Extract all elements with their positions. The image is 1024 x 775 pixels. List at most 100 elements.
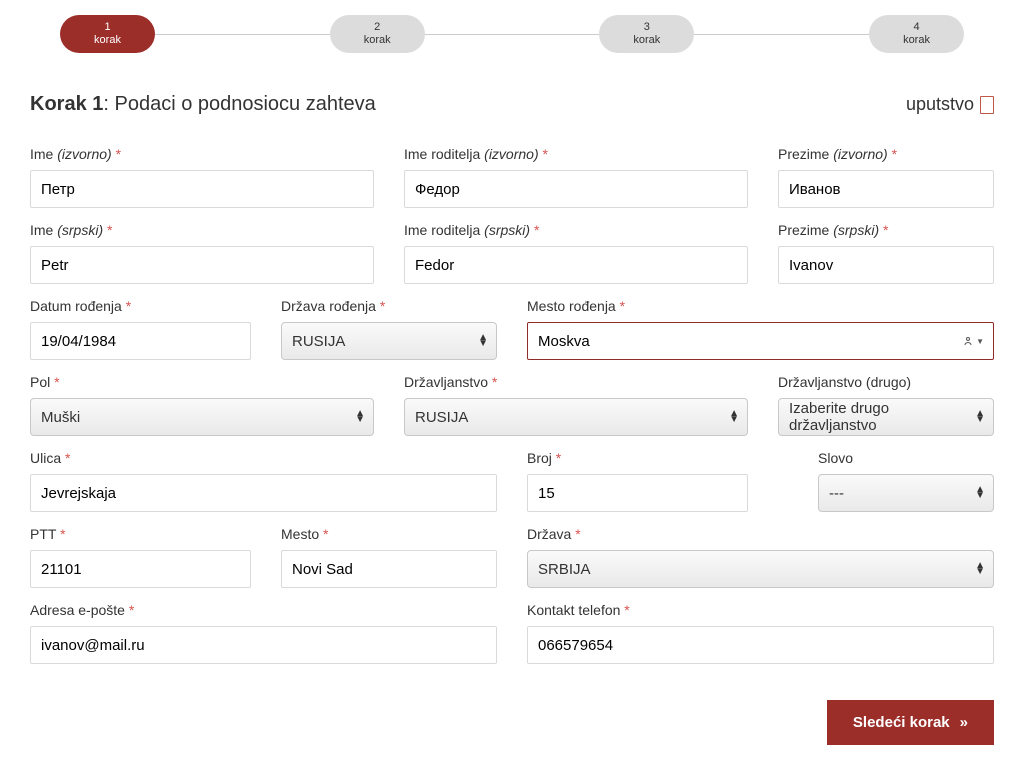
label-prezime-izvorno: Prezime (izvorno) * (778, 146, 994, 162)
field-ime-izvorno: Ime (izvorno) * (30, 146, 374, 208)
page-header: Korak 1: Podaci o podnosiocu zahteva upu… (30, 93, 994, 116)
step-4[interactable]: 4 korak (869, 15, 964, 53)
label-mesto: Mesto * (281, 526, 497, 542)
input-telefon[interactable] (527, 626, 994, 664)
label-drzavljanstvo: Državljanstvo * (404, 374, 748, 390)
input-mesto[interactable] (281, 550, 497, 588)
input-ime-roditelja-srpski[interactable] (404, 246, 748, 284)
step-label: korak (633, 34, 660, 47)
field-ptt: PTT * (30, 526, 251, 588)
select-value: Izaberite drugo državljanstvo (789, 400, 967, 434)
field-prezime-srpski: Prezime (srpski) * (778, 222, 994, 284)
field-ime-roditelja-srpski: Ime roditelja (srpski) * (404, 222, 748, 284)
label-drzava-rodjenja: Država rođenja * (281, 298, 497, 314)
label-ptt: PTT * (30, 526, 251, 542)
step-label: korak (94, 34, 121, 47)
select-value: SRBIJA (538, 561, 591, 578)
field-ime-roditelja-izvorno: Ime roditelja (izvorno) * (404, 146, 748, 208)
field-email: Adresa e-pošte * (30, 602, 497, 664)
chevron-right-icon: » (960, 714, 968, 731)
help-link[interactable]: uputstvo (906, 94, 994, 115)
select-drzava[interactable]: SRBIJA ▲▼ (527, 550, 994, 588)
label-prezime-srpski: Prezime (srpski) * (778, 222, 994, 238)
next-step-button[interactable]: Sledeći korak » (827, 700, 994, 745)
label-ulica: Ulica * (30, 450, 497, 466)
input-mesto-rodjenja[interactable] (527, 322, 994, 360)
input-ulica[interactable] (30, 474, 497, 512)
select-value: RUSIJA (292, 333, 345, 350)
updown-icon: ▲▼ (975, 487, 985, 499)
field-ime-srpski: Ime (srpski) * (30, 222, 374, 284)
input-prezime-srpski[interactable] (778, 246, 994, 284)
step-connector (155, 34, 330, 35)
field-slovo: Slovo --- ▲▼ (778, 450, 994, 512)
field-mesto: Mesto * (281, 526, 497, 588)
label-pol: Pol * (30, 374, 374, 390)
next-step-label: Sledeći korak (853, 714, 950, 731)
field-mesto-rodjenja: Mesto rođenja * ▼ (527, 298, 994, 360)
select-value: Muški (41, 409, 80, 426)
step-number: 1 (104, 21, 110, 34)
form-footer: Sledeći korak » (30, 700, 994, 745)
step-number: 4 (913, 21, 919, 34)
step-connector (425, 34, 600, 35)
field-drzavljanstvo: Državljanstvo * RUSIJA ▲▼ (404, 374, 748, 436)
select-pol[interactable]: Muški ▲▼ (30, 398, 374, 436)
select-slovo[interactable]: --- ▲▼ (818, 474, 994, 512)
select-value: --- (829, 485, 844, 502)
applicant-form: Ime (izvorno) * Ime roditelja (izvorno) … (30, 146, 994, 664)
select-drzava-rodjenja[interactable]: RUSIJA ▲▼ (281, 322, 497, 360)
label-ime-roditelja-izvorno: Ime roditelja (izvorno) * (404, 146, 748, 162)
select-drzavljanstvo-drugo[interactable]: Izaberite drugo državljanstvo ▲▼ (778, 398, 994, 436)
step-number: 2 (374, 21, 380, 34)
label-ime-roditelja-srpski: Ime roditelja (srpski) * (404, 222, 748, 238)
field-prezime-izvorno: Prezime (izvorno) * (778, 146, 994, 208)
autocomplete-icon[interactable]: ▼ (962, 335, 984, 347)
select-value: RUSIJA (415, 409, 468, 426)
help-link-label: uputstvo (906, 94, 974, 115)
field-pol: Pol * Muški ▲▼ (30, 374, 374, 436)
label-telefon: Kontakt telefon * (527, 602, 994, 618)
label-email: Adresa e-pošte * (30, 602, 497, 618)
field-drzava-rodjenja: Država rođenja * RUSIJA ▲▼ (281, 298, 497, 360)
label-drzavljanstvo-drugo: Državljanstvo (drugo) (778, 374, 994, 390)
field-ulica: Ulica * (30, 450, 497, 512)
step-label: korak (903, 34, 930, 47)
input-ime-izvorno[interactable] (30, 170, 374, 208)
input-ptt[interactable] (30, 550, 251, 588)
step-label: korak (364, 34, 391, 47)
updown-icon: ▲▼ (975, 411, 985, 423)
label-ime-srpski: Ime (srpski) * (30, 222, 374, 238)
step-number: 3 (644, 21, 650, 34)
input-broj[interactable] (527, 474, 748, 512)
field-telefon: Kontakt telefon * (527, 602, 994, 664)
page-title-bold: Korak 1 (30, 93, 103, 115)
page-title: Korak 1: Podaci o podnosiocu zahteva (30, 93, 376, 116)
label-datum-rodjenja: Datum rođenja * (30, 298, 251, 314)
input-email[interactable] (30, 626, 497, 664)
step-1[interactable]: 1 korak (60, 15, 155, 53)
updown-icon: ▲▼ (355, 411, 365, 423)
field-drzavljanstvo-drugo: Državljanstvo (drugo) Izaberite drugo dr… (778, 374, 994, 436)
input-ime-roditelja-izvorno[interactable] (404, 170, 748, 208)
select-drzavljanstvo[interactable]: RUSIJA ▲▼ (404, 398, 748, 436)
updown-icon: ▲▼ (975, 563, 985, 575)
progress-stepper: 1 korak 2 korak 3 korak 4 korak (30, 15, 994, 53)
step-3[interactable]: 3 korak (599, 15, 694, 53)
input-ime-srpski[interactable] (30, 246, 374, 284)
input-datum-rodjenja[interactable] (30, 322, 251, 360)
field-broj: Broj * (527, 450, 748, 512)
label-broj: Broj * (527, 450, 748, 466)
updown-icon: ▲▼ (478, 335, 488, 347)
step-2[interactable]: 2 korak (330, 15, 425, 53)
field-drzava: Država * SRBIJA ▲▼ (527, 526, 994, 588)
input-prezime-izvorno[interactable] (778, 170, 994, 208)
field-datum-rodjenja: Datum rođenja * (30, 298, 251, 360)
page-title-rest: : Podaci o podnosiocu zahteva (103, 93, 375, 115)
step-connector (694, 34, 869, 35)
label-slovo: Slovo (818, 450, 994, 466)
label-mesto-rodjenja: Mesto rođenja * (527, 298, 994, 314)
label-drzava: Država * (527, 526, 994, 542)
label-ime-izvorno: Ime (izvorno) * (30, 146, 374, 162)
updown-icon: ▲▼ (729, 411, 739, 423)
